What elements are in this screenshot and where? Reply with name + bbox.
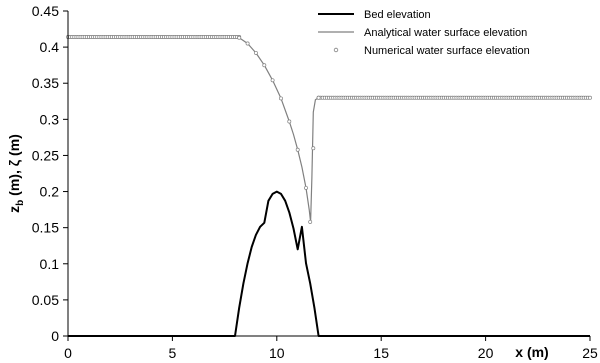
- x-axis-title: x (m): [515, 344, 548, 360]
- y-tick-label: 0.05: [32, 292, 59, 308]
- legend-label: Numerical water surface elevation: [364, 45, 530, 57]
- x-tick-label: 15: [373, 345, 389, 361]
- y-tick-label: 0.1: [40, 256, 60, 272]
- bed-elevation-line: [68, 190, 590, 337]
- axes: [63, 10, 591, 341]
- legend: Bed elevation Analytical water surface el…: [318, 9, 530, 57]
- y-tick-label: 0.45: [32, 3, 59, 19]
- numerical-point: [308, 219, 313, 224]
- y-axis-title: zb (m), ζ (m): [6, 134, 26, 213]
- y-tick-label: 0.35: [32, 75, 59, 91]
- y-tick-label: 0.4: [40, 39, 60, 55]
- x-tick-label: 20: [478, 345, 494, 361]
- numerical-point: [287, 119, 292, 124]
- y-tick-label: 0.15: [32, 220, 59, 236]
- y-tick-label: 0.2: [40, 184, 60, 200]
- x-tick-label: 25: [582, 345, 598, 361]
- x-tick-label: 0: [64, 345, 72, 361]
- y-tick-label: 0.3: [40, 111, 60, 127]
- numerical-point: [237, 35, 242, 40]
- numerical-point: [304, 185, 308, 190]
- tick-labels: 0 0.05 0.1 0.15 0.2 0.25 0.3 0.35 0.4 0.45 0 5 10 15 2…: [32, 3, 598, 361]
- legend-marker: [333, 47, 339, 53]
- numerical-surface-markers: [66, 35, 592, 224]
- x-tick-label: 5: [169, 345, 177, 361]
- numerical-point: [316, 95, 321, 100]
- numerical-point: [295, 147, 300, 152]
- legend-label: Bed elevation: [364, 9, 431, 21]
- plot-area: [66, 35, 592, 337]
- y-tick-label: 0: [51, 328, 59, 344]
- numerical-point: [253, 50, 258, 55]
- numerical-point: [262, 63, 267, 68]
- numerical-point: [311, 146, 316, 151]
- numerical-point: [588, 95, 592, 100]
- legend-label: Analytical water surface elevation: [364, 27, 527, 39]
- x-tick-label: 10: [269, 345, 285, 361]
- numerical-point: [245, 41, 250, 46]
- numerical-point: [279, 96, 283, 101]
- y-tick-label: 0.25: [32, 147, 59, 163]
- analytical-surface-line: [67, 36, 590, 223]
- numerical-point: [270, 78, 275, 83]
